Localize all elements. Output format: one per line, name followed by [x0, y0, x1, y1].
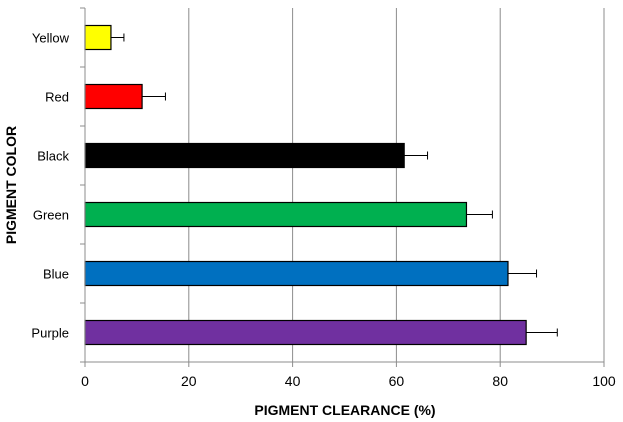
error-bars [110, 33, 558, 337]
gridlines [188, 8, 605, 362]
category-label: Red [45, 90, 69, 105]
category-label: Black [37, 149, 69, 164]
x-tick-label: 80 [492, 373, 508, 389]
x-tick-label: 100 [592, 373, 616, 389]
y-axis-title: PIGMENT COLOR [3, 126, 19, 244]
bar-red [84, 83, 143, 110]
category-label: Yellow [32, 31, 70, 46]
bar-black [84, 142, 405, 169]
x-tick-labels: 0 20 40 60 80 100 [81, 373, 616, 389]
bars [84, 24, 527, 346]
category-label: Green [33, 208, 69, 223]
category-label: Purple [31, 326, 69, 341]
category-labels: Yellow Red Black Green Blue Purple [31, 31, 69, 341]
bar-yellow [84, 24, 112, 51]
bar-green [84, 201, 468, 228]
axes [80, 7, 605, 367]
x-axis-title: PIGMENT CLEARANCE (%) [254, 402, 435, 418]
category-label: Blue [43, 267, 69, 282]
x-tick-label: 20 [181, 373, 197, 389]
bar-purple [84, 319, 527, 346]
x-tick-label: 0 [81, 373, 89, 389]
bar-blue [84, 260, 509, 287]
x-tick-label: 60 [389, 373, 405, 389]
x-tick-label: 40 [285, 373, 301, 389]
